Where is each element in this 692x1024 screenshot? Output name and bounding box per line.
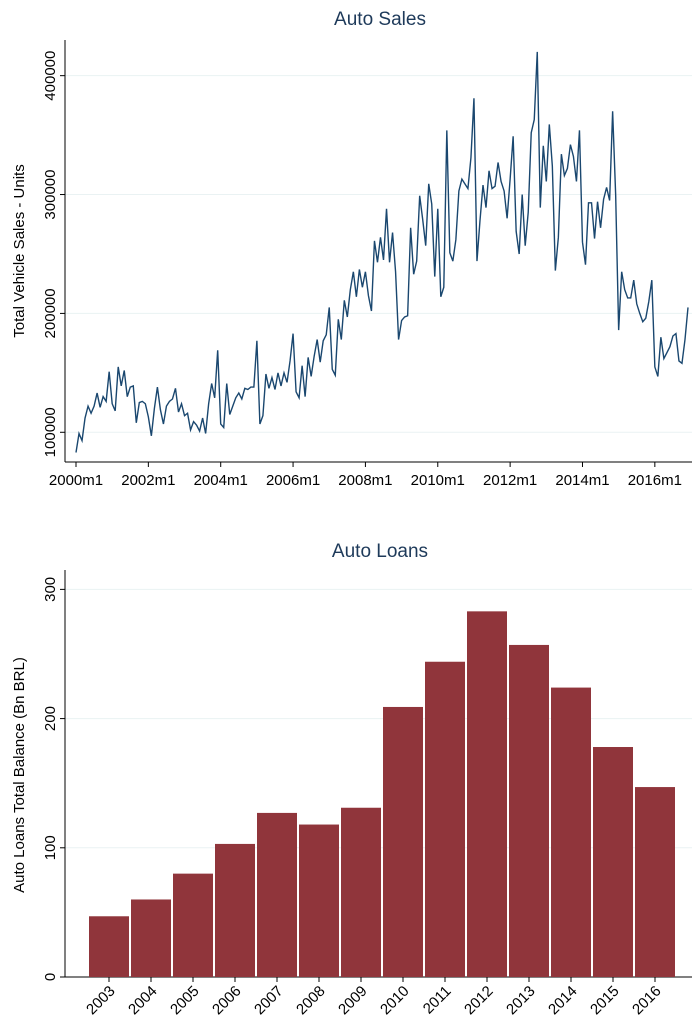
bar <box>215 843 255 977</box>
bar <box>89 916 129 977</box>
x-tick-label: 2011 <box>420 983 455 1018</box>
x-tick-label: 2000m1 <box>49 472 103 489</box>
chart-title: Auto Sales <box>334 9 426 30</box>
x-tick-label: 2006 <box>209 983 245 1019</box>
x-tick-label: 2002m1 <box>121 472 175 489</box>
x-tick-label: 2016m1 <box>628 472 682 489</box>
y-tick-label: 200 <box>42 706 59 731</box>
x-tick-label: 2005 <box>167 983 203 1019</box>
y-tick-label: 300 <box>42 577 59 602</box>
bar <box>509 644 549 977</box>
line <box>75 51 689 453</box>
y-tick-label: 400000 <box>42 51 59 101</box>
y-axis-title: Auto Loans Total Balance (Bn BRL) <box>11 657 28 893</box>
bar <box>299 824 339 977</box>
y-tick-label: 100 <box>42 835 59 860</box>
x-tick-label: 2008 <box>293 983 329 1019</box>
chart-title: Auto Loans <box>332 541 428 562</box>
x-tick-label: 2012 <box>461 983 497 1019</box>
x-tick-label: 2007 <box>251 983 287 1019</box>
y-tick-label: 100000 <box>42 407 59 457</box>
x-tick-label: 2009 <box>335 983 371 1019</box>
x-tick-label: 2004m1 <box>194 472 248 489</box>
bar <box>173 873 213 977</box>
y-tick-label: 200000 <box>42 288 59 338</box>
bar <box>341 807 381 977</box>
bar <box>593 747 633 977</box>
x-tick-label: 2010m1 <box>411 472 465 489</box>
x-tick-label: 2003 <box>83 983 119 1019</box>
bar <box>467 611 507 977</box>
x-tick-label: 2015 <box>587 983 623 1019</box>
bar <box>257 812 297 977</box>
x-tick-label: 2014 <box>545 983 581 1019</box>
x-tick-label: 2010 <box>377 983 413 1019</box>
x-tick-label: 2016 <box>629 983 665 1019</box>
x-tick-label: 2004 <box>125 983 161 1019</box>
x-tick-label: 2008m1 <box>338 472 392 489</box>
y-axis-title: Total Vehicle Sales - Units <box>11 164 28 337</box>
bar <box>635 787 675 977</box>
x-tick-label: 2012m1 <box>483 472 537 489</box>
bar <box>425 661 465 977</box>
y-tick-label: 0 <box>42 973 59 981</box>
bar <box>131 899 171 977</box>
bar <box>551 687 591 977</box>
bar <box>383 706 423 977</box>
x-tick-label: 2013 <box>503 983 539 1019</box>
y-tick-label: 300000 <box>42 170 59 220</box>
x-tick-label: 2014m1 <box>555 472 609 489</box>
x-tick-label: 2006m1 <box>266 472 320 489</box>
